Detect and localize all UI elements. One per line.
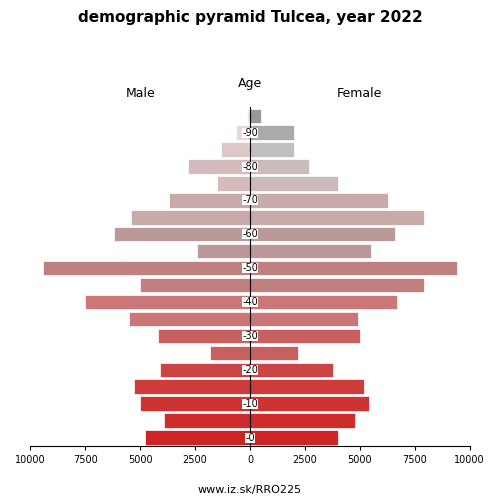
- Bar: [250, 414, 356, 428]
- Text: Male: Male: [126, 88, 155, 101]
- Bar: [44, 261, 250, 276]
- Text: Age: Age: [238, 78, 262, 90]
- Text: -90: -90: [242, 128, 258, 138]
- Text: demographic pyramid Tulcea, year 2022: demographic pyramid Tulcea, year 2022: [78, 10, 422, 25]
- Bar: [85, 295, 250, 309]
- Bar: [129, 312, 250, 326]
- Text: -60: -60: [242, 230, 258, 239]
- Bar: [250, 193, 388, 208]
- Bar: [250, 261, 456, 276]
- Bar: [250, 126, 294, 140]
- Bar: [140, 278, 250, 292]
- Text: Female: Female: [337, 88, 382, 101]
- Bar: [250, 346, 298, 360]
- Text: -80: -80: [242, 162, 258, 172]
- Text: www.iz.sk/RRO225: www.iz.sk/RRO225: [198, 485, 302, 495]
- Text: -40: -40: [242, 297, 258, 307]
- Text: -0: -0: [245, 432, 255, 442]
- Text: -20: -20: [242, 365, 258, 375]
- Text: -30: -30: [242, 331, 258, 341]
- Bar: [132, 210, 250, 224]
- Bar: [250, 328, 360, 343]
- Bar: [250, 362, 334, 377]
- Bar: [250, 312, 358, 326]
- Bar: [250, 278, 424, 292]
- Bar: [188, 160, 250, 173]
- Bar: [168, 193, 250, 208]
- Bar: [250, 160, 310, 173]
- Bar: [250, 244, 371, 258]
- Bar: [250, 380, 364, 394]
- Bar: [250, 227, 395, 242]
- Bar: [160, 362, 250, 377]
- Bar: [222, 142, 250, 157]
- Text: -70: -70: [242, 196, 258, 205]
- Bar: [250, 210, 424, 224]
- Bar: [210, 346, 250, 360]
- Bar: [144, 430, 250, 444]
- Bar: [134, 380, 250, 394]
- Bar: [217, 176, 250, 190]
- Text: -10: -10: [242, 398, 258, 408]
- Bar: [140, 396, 250, 411]
- Bar: [250, 108, 261, 123]
- Bar: [198, 244, 250, 258]
- Bar: [114, 227, 250, 242]
- Text: -50: -50: [242, 263, 258, 273]
- Bar: [250, 176, 338, 190]
- Bar: [250, 142, 294, 157]
- Bar: [250, 295, 397, 309]
- Bar: [158, 328, 250, 343]
- Bar: [236, 126, 250, 140]
- Bar: [250, 396, 368, 411]
- Bar: [250, 430, 338, 444]
- Bar: [164, 414, 250, 428]
- Bar: [247, 108, 250, 123]
